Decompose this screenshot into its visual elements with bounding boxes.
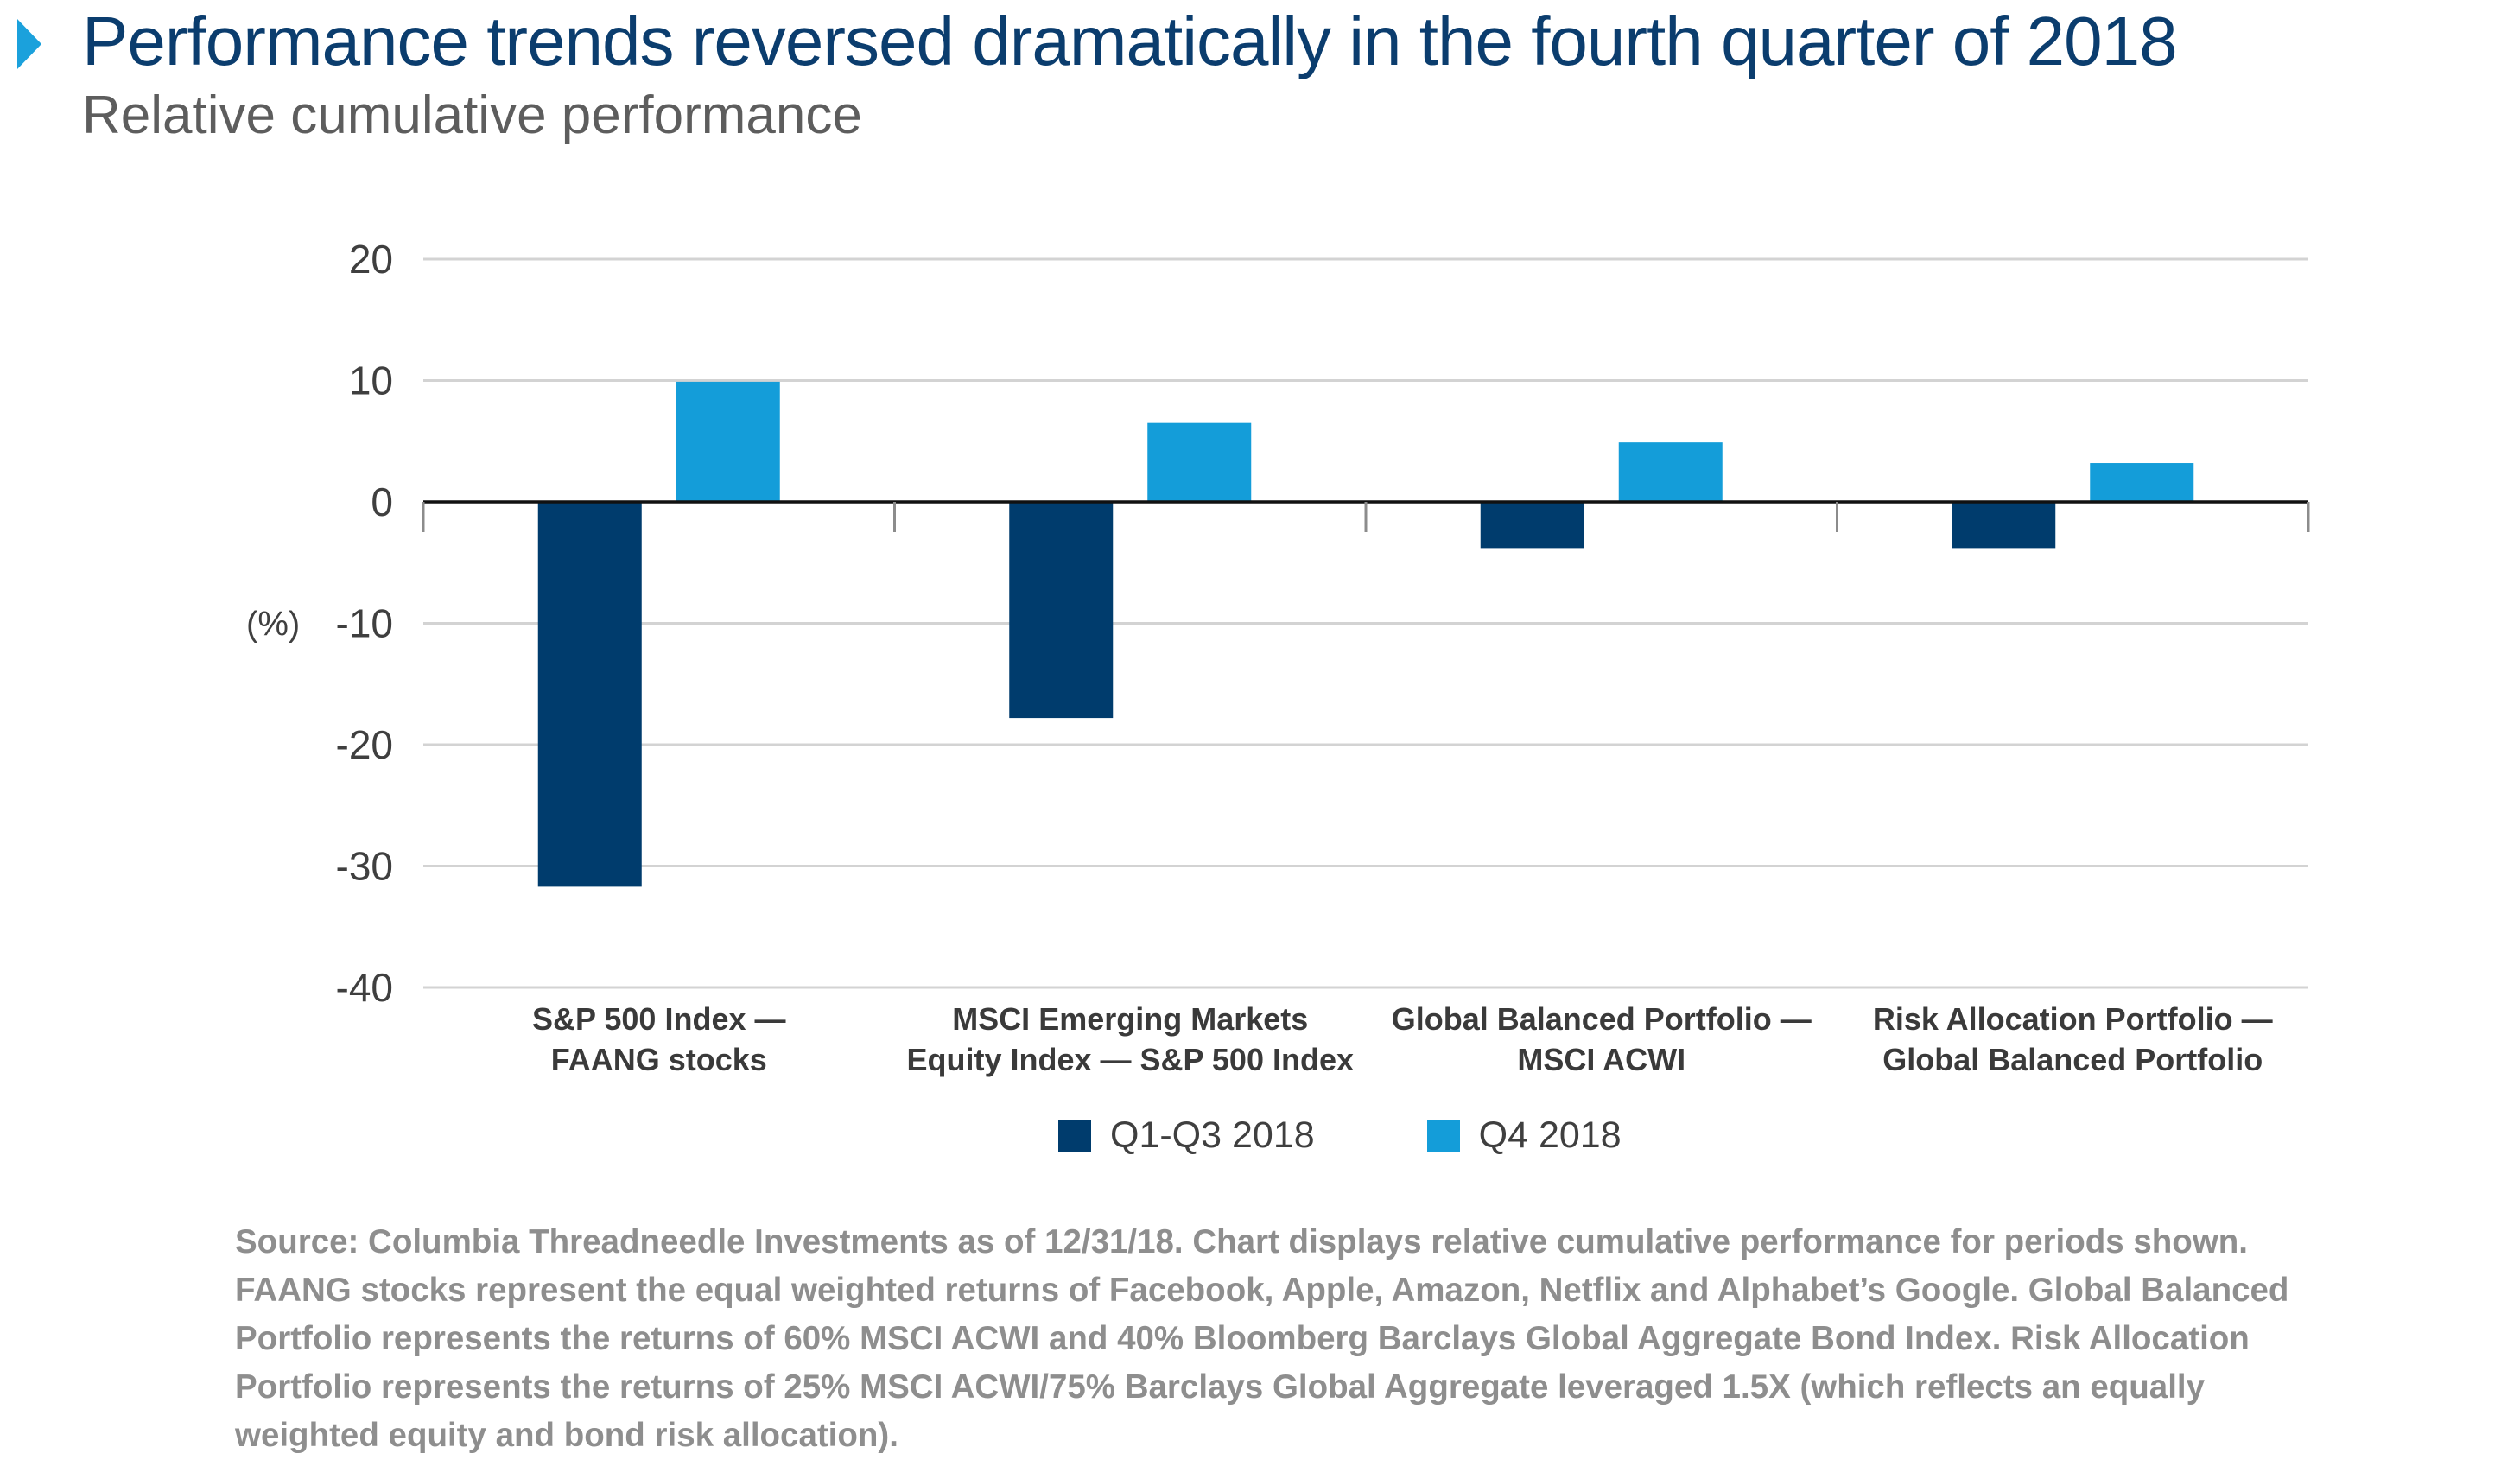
- y-tick-label: 10: [349, 359, 393, 403]
- legend-swatch: [1426, 1119, 1460, 1152]
- category-label: S&P 500 Index — FAANG stocks: [532, 1001, 785, 1077]
- y-tick-label: 20: [349, 237, 393, 282]
- chart-subtitle: Relative cumulative performance: [82, 86, 862, 145]
- legend-swatch: [1058, 1119, 1091, 1152]
- legend: Q1-Q3 2018 Q4 2018: [1058, 1114, 1622, 1157]
- category-label: MSCI Emerging Markets Equity Index — S&P …: [907, 1001, 1355, 1077]
- legend-item: Q1-Q3 2018: [1058, 1114, 1315, 1157]
- legend-label: Q4 2018: [1478, 1114, 1622, 1156]
- legend-label: Q1-Q3 2018: [1110, 1114, 1315, 1156]
- title-marker-icon: [17, 19, 41, 69]
- category-labels: S&P 500 Index — FAANG stocks MSCI Emerging…: [532, 1001, 2273, 1077]
- bar: [1009, 502, 1114, 719]
- legend-item: Q4 2018: [1426, 1114, 1622, 1157]
- chart-title: Performance trends reversed dramatically…: [82, 3, 2178, 79]
- bar: [1952, 502, 2056, 549]
- bar: [2090, 463, 2194, 502]
- source-note: Source: Columbia Threadneedle Investment…: [235, 1223, 2289, 1454]
- bar: [1618, 442, 1723, 502]
- gridlines: [423, 257, 2308, 989]
- y-tick-label: 0: [371, 479, 393, 524]
- bar: [537, 502, 642, 887]
- bar: [1480, 502, 1584, 549]
- x-axis: [422, 500, 2310, 532]
- category-label: Global Balanced Portfolio — MSCI ACWI: [1392, 1001, 1812, 1077]
- chart: 20 10 0 -10 -20 -30 -40 S&P 500 Index — FAANG s…: [246, 237, 2310, 1077]
- y-tick-label: -20: [336, 722, 393, 767]
- category-label: Risk Allocation Portfolio — Global Balanc…: [1873, 1001, 2273, 1077]
- bar: [676, 381, 780, 502]
- y-tick-label: -40: [336, 965, 393, 1010]
- bar: [1147, 422, 1252, 502]
- bars: [537, 381, 2194, 887]
- y-tick-label: -30: [336, 844, 393, 889]
- y-tick-label: -10: [336, 601, 393, 646]
- y-axis-unit-label: (%): [246, 606, 300, 644]
- y-axis-ticks: 20 10 0 -10 -20 -30 -40: [336, 237, 393, 1010]
